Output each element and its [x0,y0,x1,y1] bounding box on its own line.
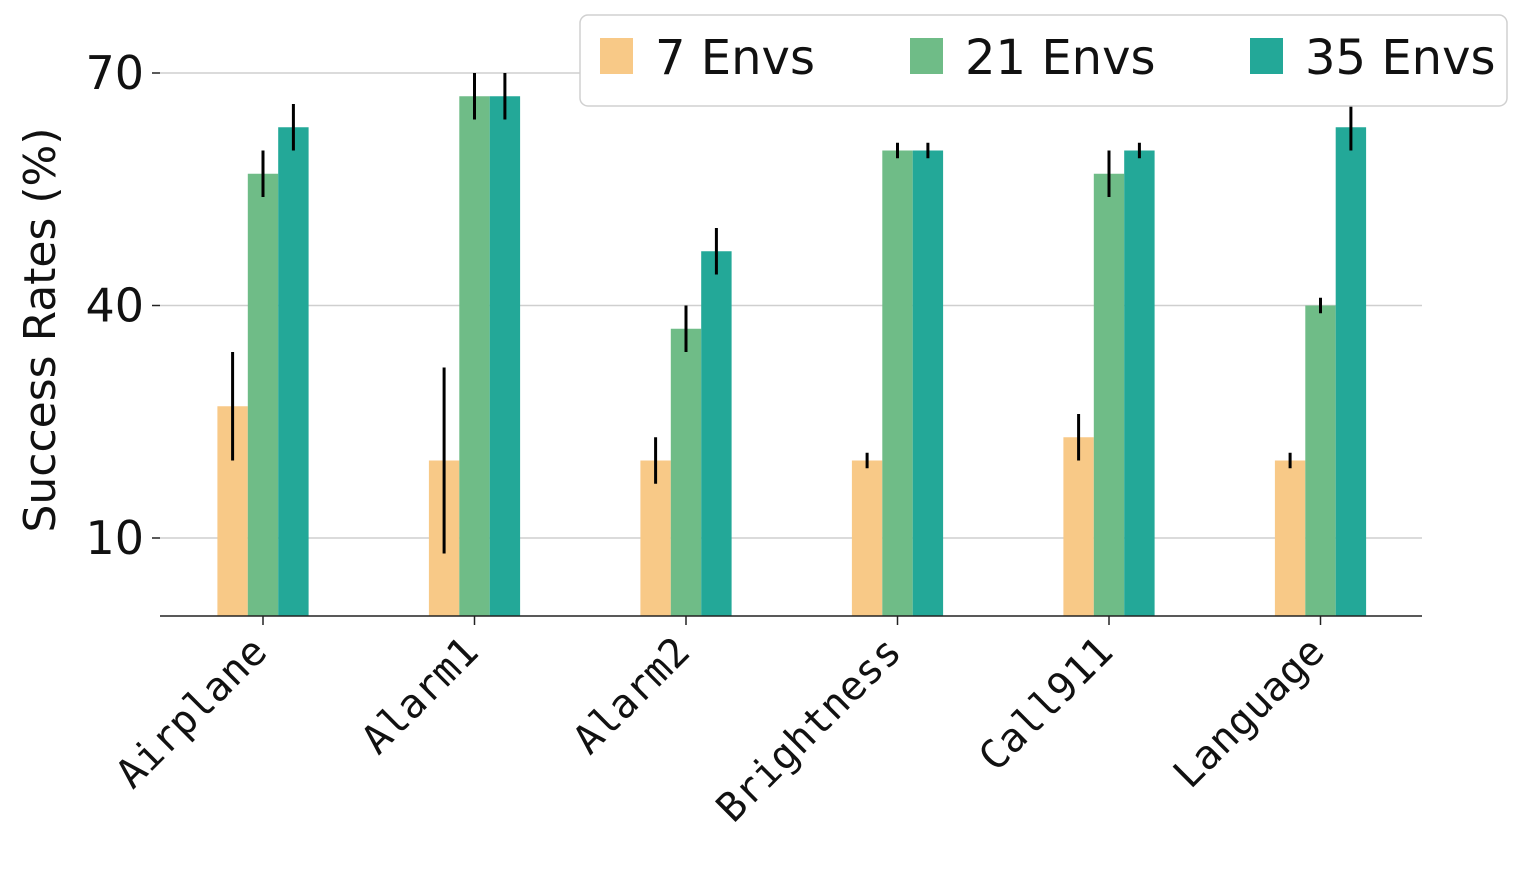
bar-alarm2-21-envs [670,328,702,616]
y-axis-label: Success Rates (%) [15,127,66,532]
bar-language-7-envs [1274,460,1306,616]
x-tick-label-alarm1: Alarm1 [353,629,488,764]
x-tick-label-call911: Call911 [970,629,1122,781]
gridlines [160,72,1422,539]
bar-language-35-envs [1335,127,1367,616]
y-tick-label-10: 10 [85,511,144,565]
bar-call911-7-envs [1063,437,1094,616]
legend-label-7-envs: 7 Envs [655,30,815,86]
x-tick-label-brightness: Brightness [708,629,911,832]
bar-brightness-21-envs [882,150,913,616]
y-tick-label-40: 40 [85,279,144,333]
legend-swatch-7-envs [600,38,633,74]
x-tick-label-airplane: Airplane [107,629,276,798]
bar-airplane-35-envs [278,127,309,616]
bar-call911-21-envs [1093,173,1125,616]
bar-alarm2-35-envs [701,251,732,616]
legend-label-21-envs: 21 Envs [965,30,1156,86]
y-tick-label-70: 70 [85,46,144,100]
x-tick-label-language: Language [1165,629,1334,798]
error-bars [231,73,1353,554]
legend-label-35-envs: 35 Envs [1305,30,1496,86]
bars [217,96,1367,616]
legend-swatch-21-envs [910,38,943,74]
legend-swatch-35-envs [1250,38,1283,74]
bar-alarm1-21-envs [459,96,490,616]
x-tick-label-alarm2: Alarm2 [564,629,699,764]
bar-language-21-envs [1305,305,1336,616]
bar-brightness-7-envs [851,460,883,616]
bar-alarm2-7-envs [640,460,671,616]
bar-call911-35-envs [1124,150,1155,616]
bar-alarm1-35-envs [489,96,521,616]
bar-airplane-21-envs [247,173,279,616]
bar-brightness-35-envs [912,150,944,616]
axes [152,72,1422,625]
legend-box [579,14,1508,107]
legend: 7 Envs 21 Envs 35 Envs [579,14,1508,107]
